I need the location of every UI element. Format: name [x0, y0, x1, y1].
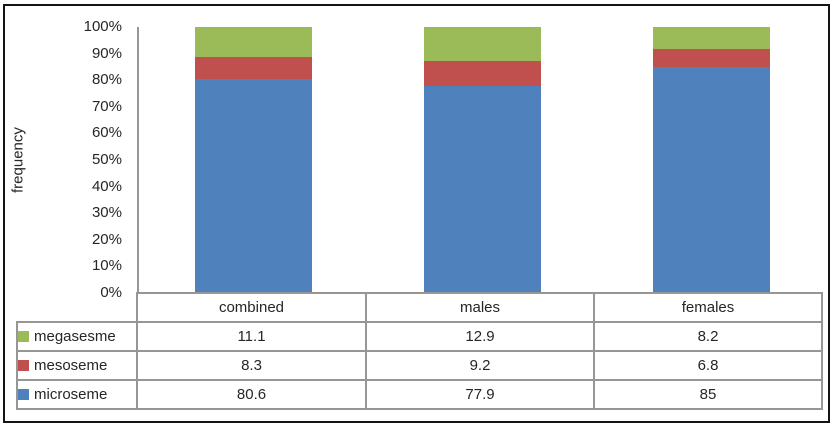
y-tick-label: 90%: [91, 44, 122, 62]
y-tick-label: 80%: [91, 71, 122, 89]
y-tick-label: 50%: [91, 151, 122, 168]
data-table: combined males females megasesme 11.1 12…: [16, 292, 823, 410]
table-row-megasesme: megasesme 11.1 12.9 8.2: [16, 321, 823, 352]
value-megasesme-combined: 11.1: [136, 321, 367, 352]
bar-cell-combined: [139, 27, 368, 293]
bar-segment-mesoseme: [195, 56, 312, 79]
legend-label-mesoseme: mesoseme: [34, 357, 108, 374]
bar-cell-males: [368, 27, 597, 293]
mesoseme-swatch-icon: [19, 360, 29, 371]
value-microseme-females: 85: [593, 379, 823, 410]
bar-segment-microseme: [424, 85, 541, 293]
value-microseme-combined: 80.6: [136, 379, 367, 410]
legend-cell-microseme: microseme: [16, 379, 138, 410]
table-row-microseme: microseme 80.6 77.9 85: [16, 379, 823, 410]
bar-segment-microseme: [195, 78, 312, 293]
legend-cell-mesoseme: mesoseme: [16, 350, 138, 381]
value-megasesme-females: 8.2: [593, 321, 823, 352]
bar-segment-megasesme: [195, 27, 312, 57]
value-mesoseme-males: 9.2: [365, 350, 595, 381]
y-tick-label: 30%: [91, 204, 122, 222]
category-header-males: males: [365, 292, 595, 323]
value-microseme-males: 77.9: [365, 379, 595, 410]
legend-label-microseme: microseme: [34, 386, 108, 403]
legend-label-megasesme: megasesme: [34, 328, 116, 345]
y-tick-label: 20%: [91, 230, 122, 248]
legend-cell-megasesme: megasesme: [16, 321, 138, 352]
category-header-combined: combined: [136, 292, 367, 323]
microseme-swatch-icon: [19, 389, 29, 400]
value-megasesme-males: 12.9: [365, 321, 595, 352]
table-row-mesoseme: mesoseme 8.3 9.2 6.8: [16, 350, 823, 381]
bar-segment-mesoseme: [424, 61, 541, 86]
bar-segment-mesoseme: [653, 48, 770, 67]
figure-border-frame: [3, 4, 830, 423]
y-tick-label: 60%: [91, 124, 122, 142]
bar-segment-megasesme: [653, 27, 770, 49]
bar-segment-microseme: [653, 66, 770, 293]
category-header-females: females: [593, 292, 823, 323]
stacked-bar-males: [424, 27, 541, 293]
stacked-bar-females: [653, 27, 770, 293]
y-tick-label: 40%: [91, 177, 122, 195]
y-axis-tick-labels: 0% 10% 20% 30% 40% 50% 60% 70% 80% 90% 100%: [0, 0, 122, 429]
y-tick-label: 10%: [91, 257, 122, 275]
value-mesoseme-combined: 8.3: [136, 350, 367, 381]
y-tick-label: 100%: [83, 18, 122, 35]
plot-area: [137, 27, 826, 293]
megasesme-swatch-icon: [19, 331, 29, 342]
bar-cell-females: [597, 27, 826, 293]
y-tick-label: 70%: [91, 97, 122, 115]
bar-segment-megasesme: [424, 27, 541, 62]
value-mesoseme-females: 6.8: [593, 350, 823, 381]
table-corner-cell: [17, 293, 138, 322]
stacked-bar-combined: [195, 27, 312, 293]
table-header-row: combined males females: [17, 292, 823, 323]
